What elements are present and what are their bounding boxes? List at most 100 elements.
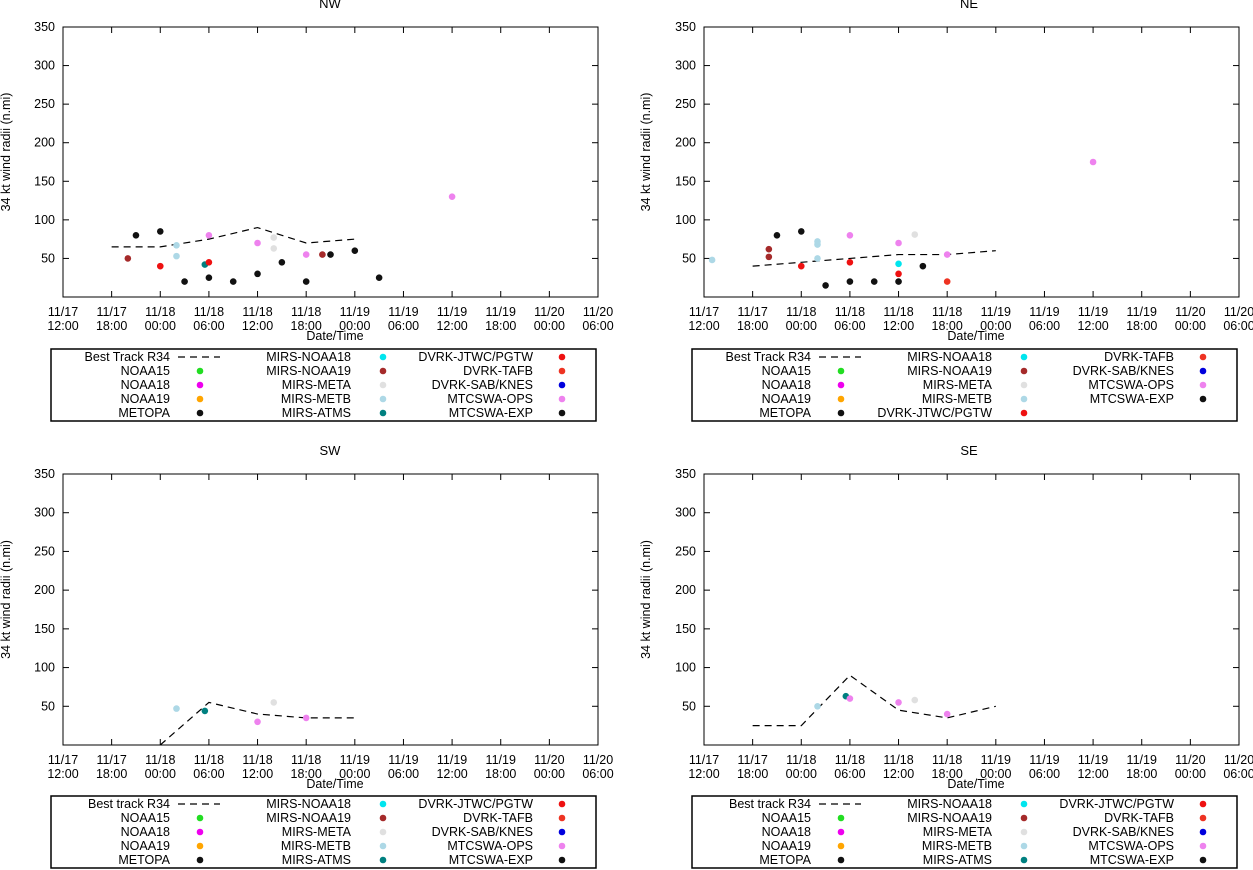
x-tick-label-date: 11/18: [786, 305, 816, 319]
x-tick-label-date: 11/18: [145, 305, 175, 319]
point-mirs-noaa19: [765, 245, 773, 253]
legend-dot-noaa15: [837, 367, 845, 375]
x-tick-label-time: 06:00: [1029, 767, 1060, 781]
x-tick-label-time: 06:00: [388, 767, 419, 781]
point-dvrk-tafb: [943, 278, 951, 285]
x-tick-label-date: 11/19: [1127, 305, 1157, 319]
x-tick-label-date: 11/19: [981, 305, 1011, 319]
legend-dot-mirs-meta: [1020, 381, 1028, 389]
x-tick-label-time: 12:00: [436, 767, 467, 781]
legend-label: MIRS-METB: [281, 839, 351, 853]
y-tick-label: 50: [41, 251, 55, 265]
legend-dot-dvrk-jtwc-pgtw: [558, 800, 566, 808]
chart-title: SW: [320, 443, 342, 458]
x-tick-label-date: 11/18: [194, 753, 224, 767]
plot-frame: [62, 473, 599, 746]
panel-se: SE5010015020025030035011/1712:0011/1718:…: [639, 443, 1253, 791]
legend-label: METOPA: [118, 406, 170, 420]
point-mirs-noaa19: [765, 253, 773, 261]
x-tick-label-date: 11/17: [48, 753, 78, 767]
point-mtcswa-ops: [943, 710, 951, 718]
point-mtcswa-ops: [448, 193, 456, 201]
y-axis-label: 34 kt wind radii (n.mi): [639, 93, 653, 212]
point-mtcswa-ops: [302, 714, 310, 722]
x-tick-label-time: 06:00: [193, 767, 224, 781]
chart-title: NW: [319, 0, 341, 11]
x-axis-label: Date/Time: [306, 777, 363, 791]
point-metopa: [375, 274, 383, 282]
y-tick-label: 300: [34, 506, 55, 520]
legend-dot-mirs-meta: [379, 828, 387, 836]
legend-dot-mirs-noaa19: [1020, 367, 1028, 375]
point-mirs-metb: [814, 238, 821, 245]
x-tick-label-time: 18:00: [737, 767, 768, 781]
y-tick-label: 250: [675, 544, 696, 558]
y-tick-label: 300: [675, 59, 696, 73]
y-axis-label: 34 kt wind radii (n.mi): [0, 540, 13, 659]
legend-dot-mtcswa-exp: [558, 856, 566, 864]
legend-label: Best track R34: [729, 797, 811, 811]
x-tick-label-date: 11/18: [883, 305, 913, 319]
x-tick-label-time: 00:00: [1175, 319, 1206, 333]
point-dvrk-jtwc-pgtw: [205, 258, 213, 266]
point-mtcswa-ops: [302, 251, 310, 258]
point-mirs-meta: [911, 696, 919, 704]
x-tick-label-time: 18:00: [932, 319, 963, 333]
point-mtcswa-ops: [846, 231, 854, 239]
y-tick-label: 350: [675, 20, 696, 34]
x-tick-label-date: 11/18: [835, 753, 865, 767]
legend-dot-mirs-metb: [1020, 395, 1028, 403]
legend-label: MIRS-NOAA19: [266, 811, 351, 825]
legend-dot-dvrk-tafb: [558, 367, 566, 375]
point-mirs-meta: [270, 245, 278, 252]
y-tick-label: 200: [34, 583, 55, 597]
chart-title: SE: [960, 443, 978, 458]
legend-label: MIRS-META: [923, 825, 993, 839]
legend-dot-noaa18: [837, 381, 845, 389]
x-tick-label-time: 12:00: [242, 319, 273, 333]
legend-label: NOAA15: [762, 811, 811, 825]
y-tick-label: 200: [675, 136, 696, 150]
y-tick-label: 100: [34, 661, 55, 675]
legend-dot-metopa: [196, 856, 204, 864]
legend-label: MIRS-ATMS: [923, 853, 992, 867]
legend-box: [691, 795, 1238, 869]
panel-sw: SW5010015020025030035011/1712:0011/1718:…: [0, 443, 614, 791]
y-tick-label: 300: [34, 59, 55, 73]
legend-dot-dvrk-tafb: [1199, 814, 1207, 822]
legend-dot-dvrk-jtwc-pgtw: [1020, 409, 1028, 417]
panel-nw: NW5010015020025030035011/1712:0011/1718:…: [0, 0, 614, 343]
legend-dot-noaa19: [837, 395, 845, 403]
point-dvrk-jtwc-pgtw: [895, 270, 902, 278]
legend-label: NOAA19: [762, 839, 811, 853]
x-tick-label-time: 12:00: [1077, 767, 1108, 781]
best-track-line: [159, 701, 355, 745]
legend-label: DVRK-JTWC/PGTW: [418, 797, 533, 811]
legend-label: NOAA15: [121, 811, 170, 825]
x-tick-label-time: 06:00: [834, 767, 865, 781]
legend-dot-mirs-noaa19: [1020, 814, 1028, 822]
y-axis-label: 34 kt wind radii (n.mi): [0, 93, 13, 212]
x-tick-label-date: 11/20: [1175, 305, 1205, 319]
x-tick-label-date: 11/20: [583, 305, 613, 319]
point-mirs-metb: [173, 705, 180, 712]
y-tick-label: 100: [675, 213, 696, 227]
point-dvrk-jtwc-pgtw: [156, 262, 164, 270]
x-tick-label-date: 11/20: [1224, 305, 1253, 319]
legend-dot-dvrk-sab-knes: [1199, 367, 1207, 375]
legend-dot-dvrk-sab-knes: [558, 828, 566, 836]
legend-label: MTCSWA-OPS: [1088, 839, 1174, 853]
point-mtcswa-ops: [943, 251, 951, 258]
legend-label: DVRK-SAB/KNES: [1073, 364, 1174, 378]
x-tick-label-time: 00:00: [145, 319, 176, 333]
x-tick-label-time: 00:00: [145, 767, 176, 781]
x-tick-label-date: 11/19: [1029, 753, 1059, 767]
x-tick-label-date: 11/18: [291, 305, 321, 319]
y-tick-label: 250: [34, 544, 55, 558]
x-tick-label-date: 11/19: [388, 305, 418, 319]
point-mtcswa-ops: [895, 699, 902, 706]
x-tick-label-time: 00:00: [534, 767, 565, 781]
chart-title: NE: [960, 0, 978, 11]
point-mtcswa-ops: [254, 239, 261, 247]
